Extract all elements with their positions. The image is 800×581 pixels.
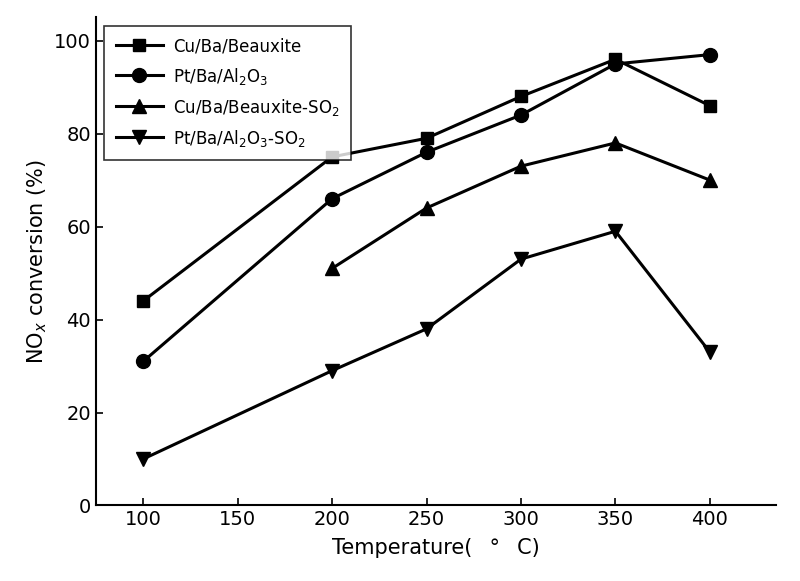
Cu/Ba/Beauxite-SO$_2$ bbox=[516, 163, 526, 170]
Line: Cu/Ba/Beauxite-SO$_2$: Cu/Ba/Beauxite-SO$_2$ bbox=[325, 136, 717, 275]
Pt/Ba/Al$_2$O$_3$ bbox=[516, 112, 526, 119]
X-axis label: Temperature(  °  C): Temperature( ° C) bbox=[332, 537, 540, 558]
Pt/Ba/Al$_2$O$_3$ bbox=[422, 149, 431, 156]
Pt/Ba/Al$_2$O$_3$ bbox=[138, 358, 148, 365]
Pt/Ba/Al$_2$O$_3$ bbox=[705, 51, 714, 58]
Pt/Ba/Al$_2$O$_3$-SO$_2$ bbox=[327, 367, 337, 374]
Legend: Cu/Ba/Beauxite, Pt/Ba/Al$_2$O$_3$, Cu/Ba/Beauxite-SO$_2$, Pt/Ba/Al$_2$O$_3$-SO$_: Cu/Ba/Beauxite, Pt/Ba/Al$_2$O$_3$, Cu/Ba… bbox=[104, 26, 351, 160]
Pt/Ba/Al$_2$O$_3$-SO$_2$ bbox=[705, 349, 714, 356]
Cu/Ba/Beauxite bbox=[705, 102, 714, 109]
Line: Pt/Ba/Al$_2$O$_3$-SO$_2$: Pt/Ba/Al$_2$O$_3$-SO$_2$ bbox=[136, 224, 717, 466]
Cu/Ba/Beauxite bbox=[138, 297, 148, 304]
Pt/Ba/Al$_2$O$_3$ bbox=[327, 195, 337, 202]
Cu/Ba/Beauxite bbox=[327, 153, 337, 160]
Line: Cu/Ba/Beauxite: Cu/Ba/Beauxite bbox=[137, 53, 716, 307]
Cu/Ba/Beauxite bbox=[610, 56, 620, 63]
Pt/Ba/Al$_2$O$_3$-SO$_2$ bbox=[610, 228, 620, 235]
Y-axis label: NO$_x$ conversion (%): NO$_x$ conversion (%) bbox=[25, 159, 49, 364]
Cu/Ba/Beauxite bbox=[516, 93, 526, 100]
Pt/Ba/Al$_2$O$_3$ bbox=[610, 60, 620, 67]
Pt/Ba/Al$_2$O$_3$-SO$_2$ bbox=[422, 325, 431, 332]
Line: Pt/Ba/Al$_2$O$_3$: Pt/Ba/Al$_2$O$_3$ bbox=[136, 48, 717, 368]
Cu/Ba/Beauxite-SO$_2$ bbox=[610, 139, 620, 146]
Cu/Ba/Beauxite-SO$_2$ bbox=[422, 205, 431, 211]
Cu/Ba/Beauxite-SO$_2$ bbox=[327, 265, 337, 272]
Cu/Ba/Beauxite bbox=[422, 135, 431, 142]
Pt/Ba/Al$_2$O$_3$-SO$_2$ bbox=[138, 456, 148, 462]
Cu/Ba/Beauxite-SO$_2$ bbox=[705, 177, 714, 184]
Pt/Ba/Al$_2$O$_3$-SO$_2$ bbox=[516, 256, 526, 263]
